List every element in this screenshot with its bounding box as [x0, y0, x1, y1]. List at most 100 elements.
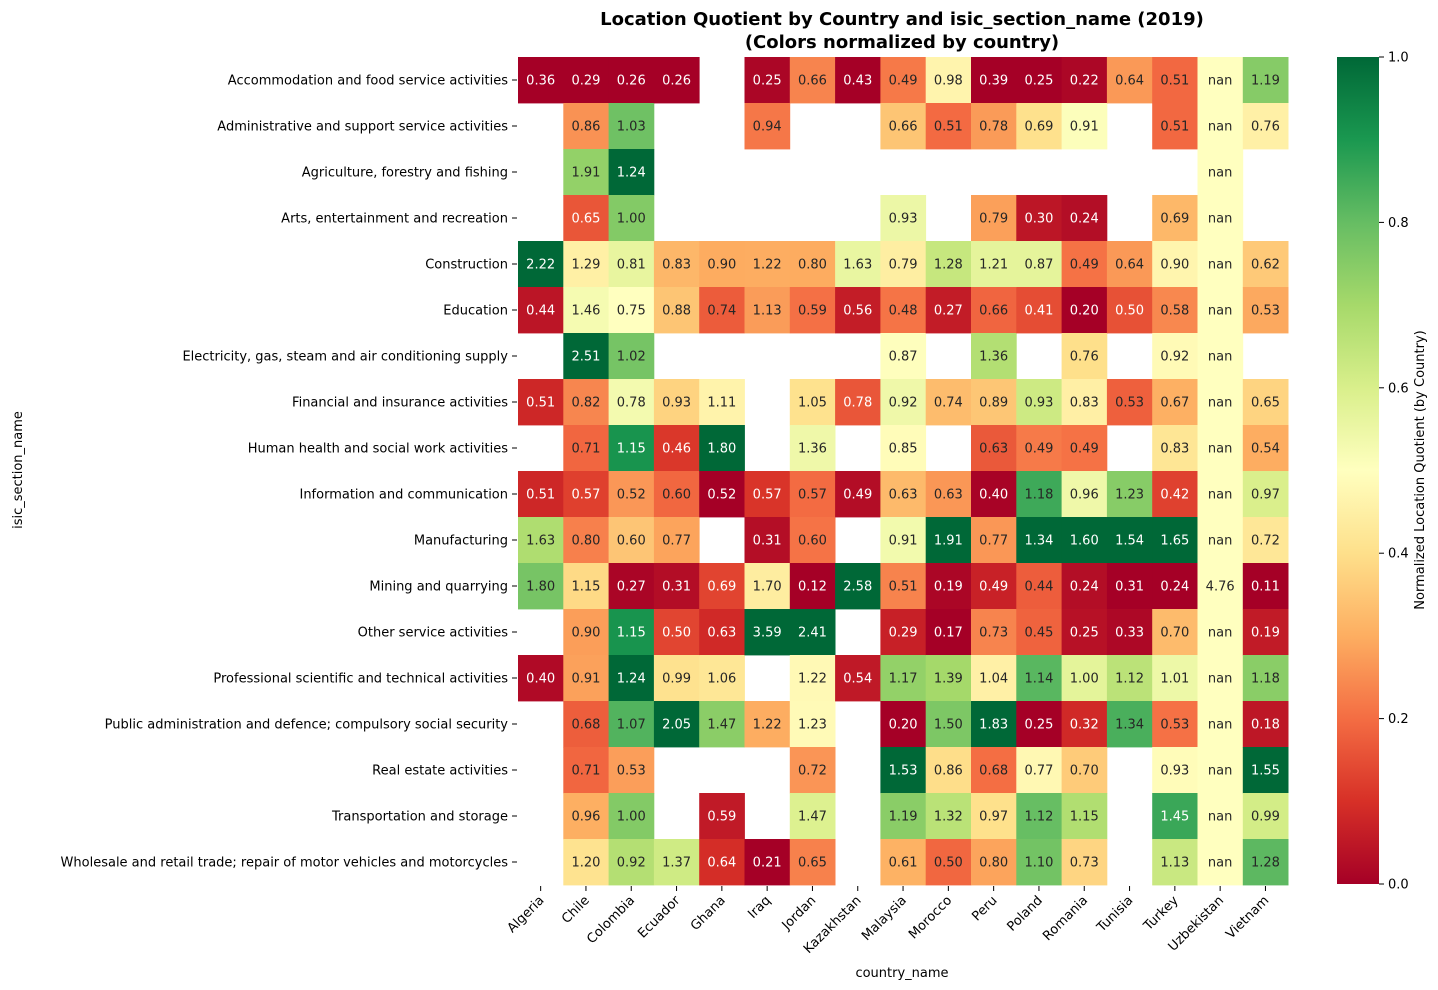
cell-value-label: 0.11: [1251, 580, 1280, 595]
cell-value-label: 1.80: [707, 442, 736, 457]
heatmap-cell: [925, 103, 972, 150]
heatmap-cell: [971, 287, 1017, 334]
heatmap-cell: [1152, 195, 1198, 242]
chart-title-line2: (Colors normalized by country): [745, 32, 1059, 53]
heatmap-cell: [744, 609, 791, 656]
cell-value-label: 0.21: [753, 856, 782, 871]
y-tick-label: Agriculture, forestry and fishing: [302, 166, 508, 181]
cell-value-label: 1.11: [707, 396, 736, 411]
cell-value-label: 0.59: [707, 810, 736, 825]
heatmap-cell: [1152, 747, 1198, 794]
cell-value-label: 2.05: [662, 718, 691, 733]
cell-value-label: 0.49: [1070, 442, 1099, 457]
cell-value-label: 0.63: [979, 442, 1008, 457]
colorbar-tick-label: 0.0: [1388, 878, 1409, 893]
cell-value-label: nan: [1208, 810, 1232, 825]
cell-value-label: 1.28: [1251, 856, 1280, 871]
y-tick-label: Other service activities: [358, 626, 509, 641]
heatmap-cell: [1106, 655, 1153, 702]
x-axis-label: country_name: [855, 966, 948, 981]
heatmap-cell: [744, 471, 791, 518]
heatmap-cell: [563, 333, 609, 380]
heatmap-cell: [1106, 287, 1153, 334]
heatmap-cell: [699, 241, 745, 288]
heatmap-cell: [925, 609, 972, 656]
heatmap-cell: [880, 195, 927, 242]
cell-value-label: 0.29: [889, 626, 918, 641]
heatmap-cell: [608, 839, 655, 886]
heatmap-cell: [971, 609, 1017, 656]
heatmap-cell: [925, 517, 972, 564]
cell-value-label: 0.25: [753, 74, 782, 89]
y-axis-label: isic_section_name: [11, 411, 26, 529]
heatmap-cell: [699, 609, 745, 656]
cell-value-label: 0.44: [1024, 580, 1053, 595]
y-tick-label: Information and communication: [299, 488, 508, 503]
cell-value-label: 0.26: [617, 74, 646, 89]
cell-value-label: nan: [1208, 442, 1232, 457]
cell-value-label: 0.73: [979, 626, 1008, 641]
heatmap-cell: [1152, 379, 1198, 426]
y-tick-label: Arts, entertainment and recreation: [281, 212, 508, 227]
heatmap-cell: [608, 241, 655, 288]
cell-value-label: 0.75: [617, 304, 646, 319]
heatmap-cell: [744, 517, 791, 564]
heatmap-cell: [744, 103, 791, 150]
cell-value-label: 1.22: [753, 258, 782, 273]
heatmap-cell: [1061, 103, 1108, 150]
cell-value-label: 0.50: [662, 626, 691, 641]
heatmap-cell: [1152, 563, 1198, 610]
heatmap-cell: [608, 471, 655, 518]
cell-value-label: 0.99: [1251, 810, 1280, 825]
heatmap-cell: [699, 471, 745, 518]
heatmap-cell: [1061, 241, 1108, 288]
heatmap-cell: [789, 287, 836, 334]
heatmap-cell: [971, 793, 1017, 840]
heatmap-cell: [1016, 609, 1062, 656]
cell-value-label: 0.51: [934, 120, 963, 135]
y-tick-label: Transportation and storage: [331, 810, 508, 825]
heatmap-cell: [563, 701, 609, 748]
heatmap-cell: [880, 57, 927, 104]
cell-value-label: nan: [1208, 120, 1232, 135]
heatmap-cell: [880, 425, 927, 472]
heatmap-cell: [1016, 839, 1062, 886]
heatmap-cell: [789, 793, 836, 840]
heatmap-cell: [608, 425, 655, 472]
heatmap-cell: [608, 149, 655, 196]
cell-value-label: 1.24: [617, 672, 646, 687]
heatmap-cell: [1016, 425, 1062, 472]
heatmap-cell: [1242, 379, 1289, 426]
heatmap-cell: [789, 379, 836, 426]
heatmap-cell: [1016, 793, 1062, 840]
heatmap-cell: [880, 563, 927, 610]
cell-value-label: 0.87: [889, 350, 918, 365]
cell-value-label: 0.70: [1160, 626, 1189, 641]
cell-value-label: 1.37: [662, 856, 691, 871]
cell-value-label: 0.63: [889, 488, 918, 503]
heatmap-cell: [1016, 747, 1062, 794]
cell-value-label: 0.89: [979, 396, 1008, 411]
cell-value-label: 0.66: [889, 120, 918, 135]
heatmap-cell: [608, 333, 655, 380]
heatmap-cell: [971, 839, 1017, 886]
heatmap-cell: [1197, 57, 1244, 104]
heatmap-cell: [608, 793, 655, 840]
cell-value-label: 0.46: [662, 442, 691, 457]
cell-value-label: 1.47: [798, 810, 827, 825]
heatmap-cell: [1106, 563, 1153, 610]
cell-value-label: 1.18: [1251, 672, 1280, 687]
heatmap-cell: [744, 563, 791, 610]
cell-value-label: 1.60: [1070, 534, 1099, 549]
y-tick-label: Human health and social work activities: [248, 442, 509, 457]
heatmap-cell: [1061, 287, 1108, 334]
cell-value-label: 0.90: [1160, 258, 1189, 273]
heatmap-cell: [1016, 701, 1062, 748]
heatmap-cell: [1197, 747, 1244, 794]
cell-value-label: 0.31: [662, 580, 691, 595]
heatmap-cell: [1016, 195, 1062, 242]
cell-value-label: 0.40: [979, 488, 1008, 503]
cell-value-label: 0.93: [662, 396, 691, 411]
colorbar-tick-label: 0.4: [1388, 547, 1409, 562]
cell-value-label: 0.65: [1251, 396, 1280, 411]
